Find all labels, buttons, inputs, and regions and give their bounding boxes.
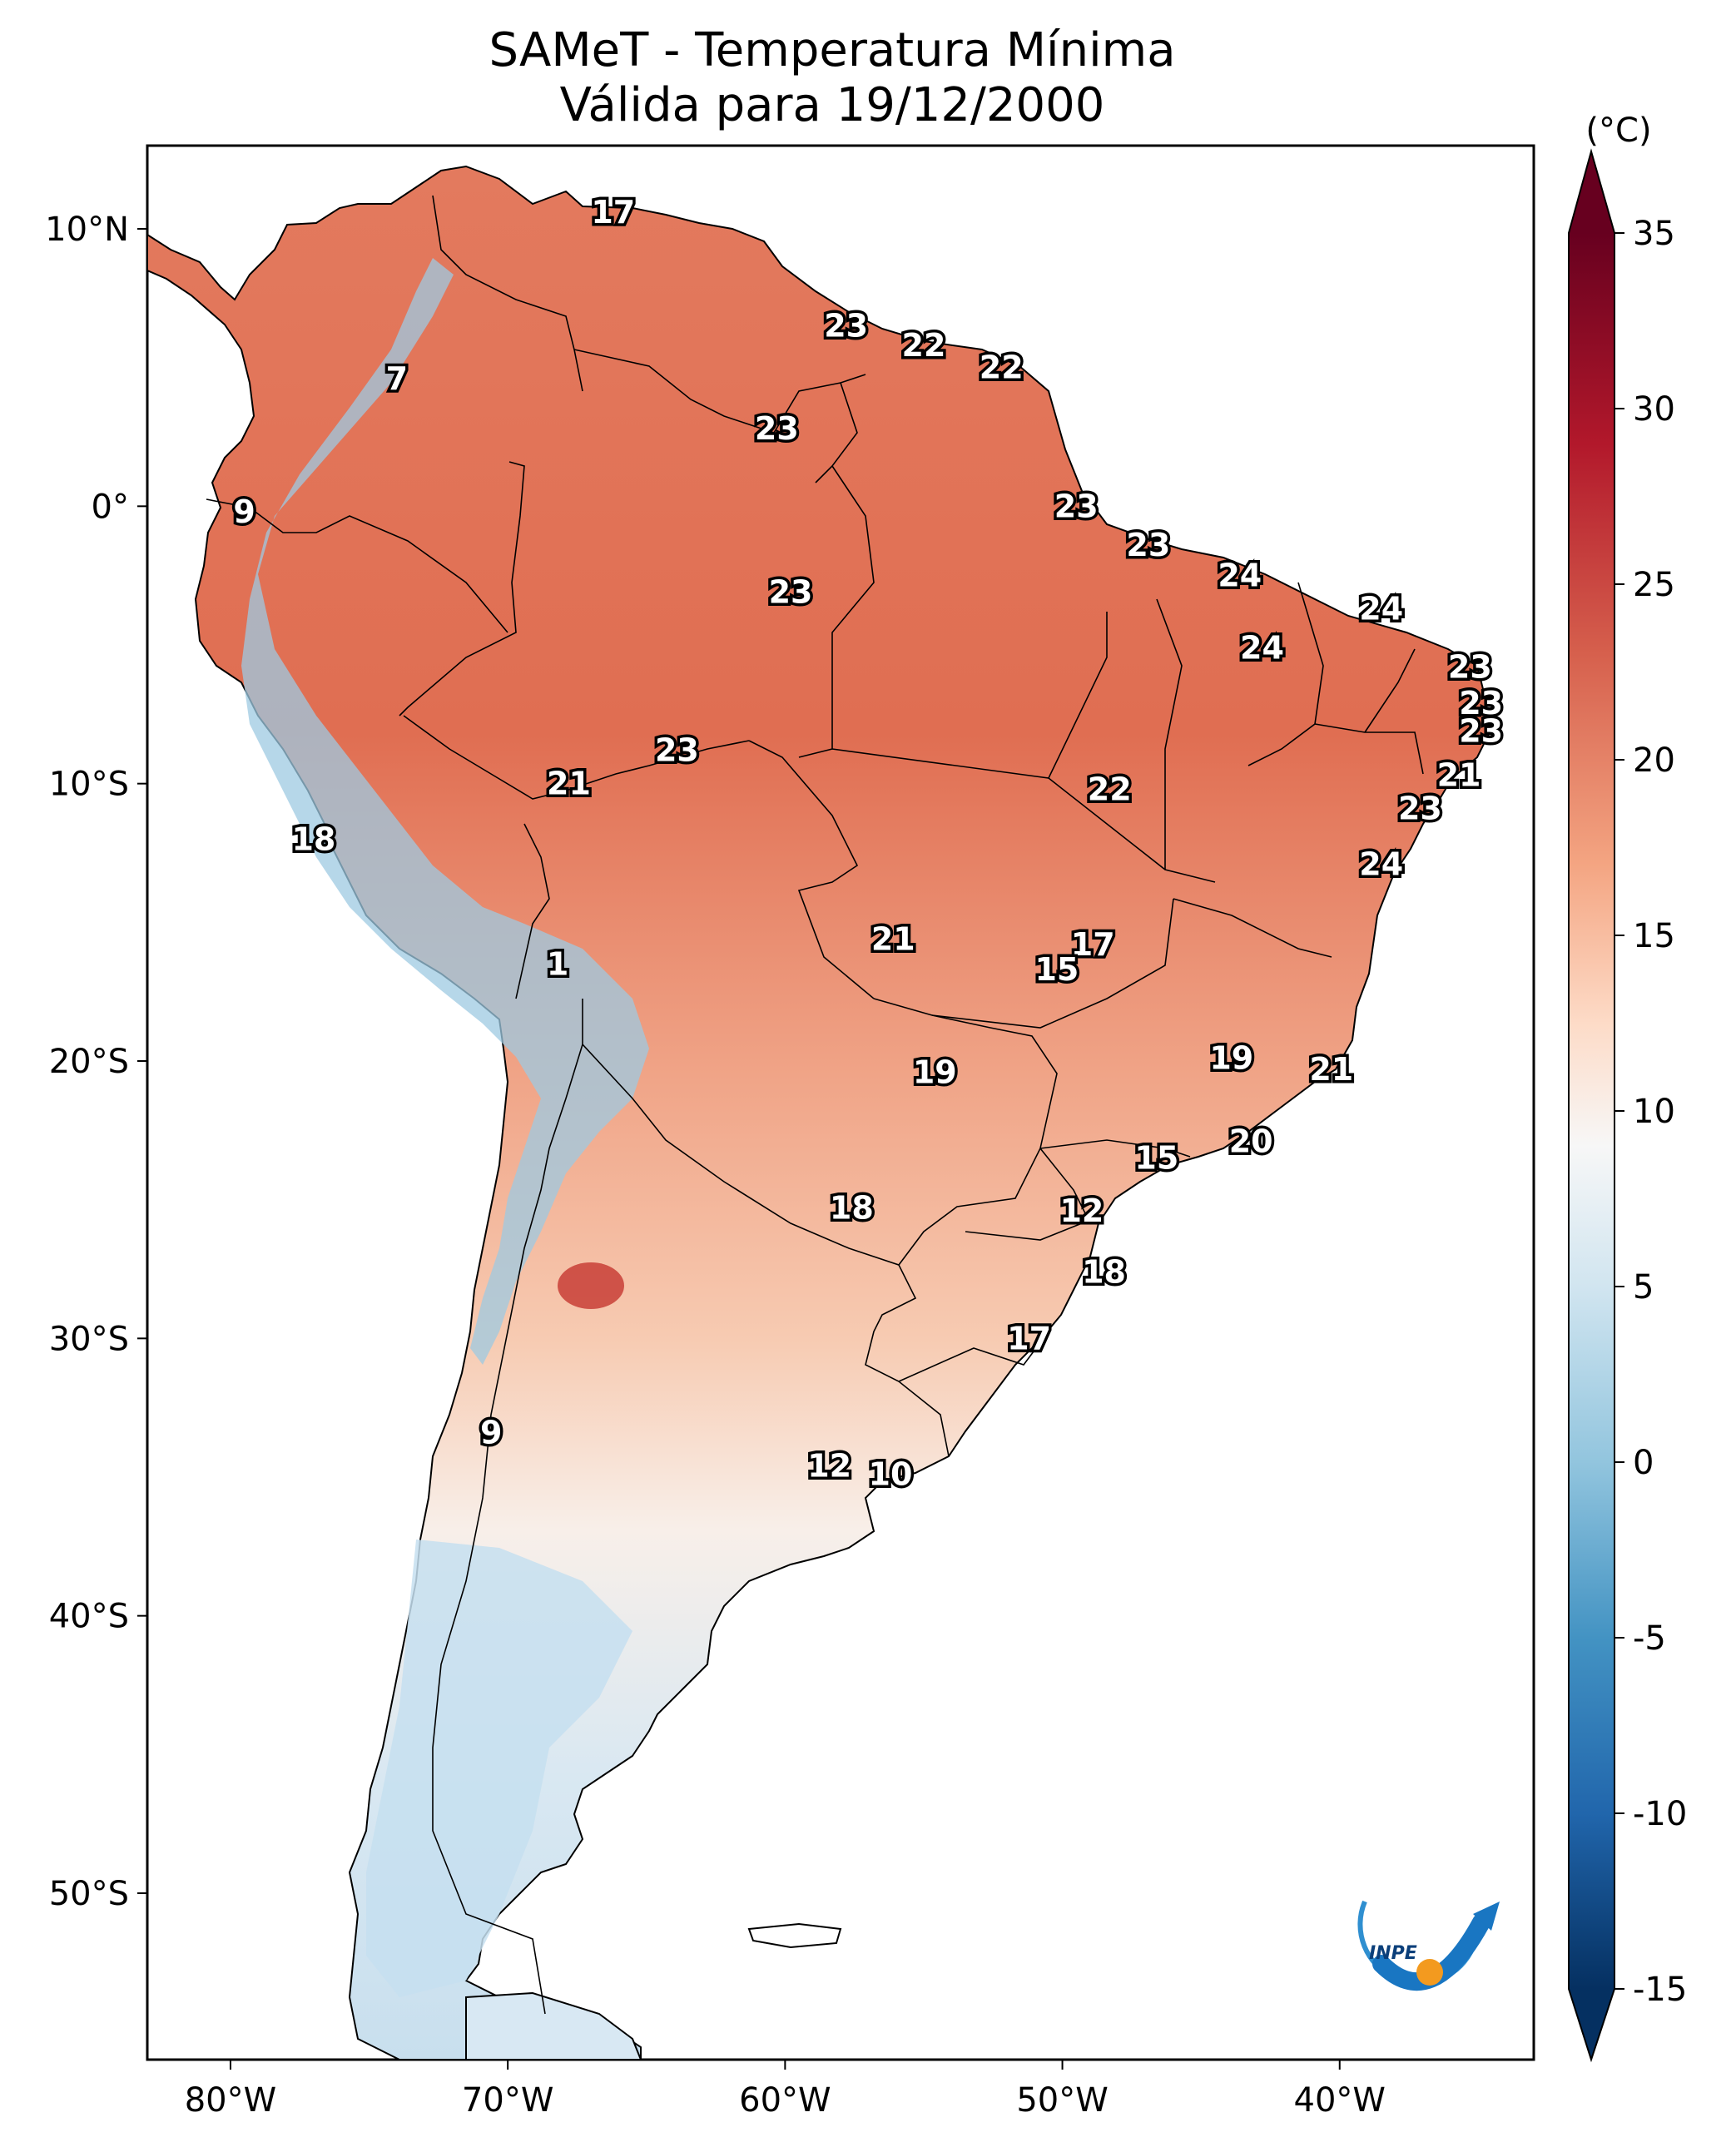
inpe-logo: INPE bbox=[1357, 1900, 1500, 1991]
lat-tick-label: 0° bbox=[92, 488, 129, 526]
temperature-point-label: 23 bbox=[655, 732, 699, 769]
temperature-point-label: 23 bbox=[1398, 791, 1442, 827]
andes-cold-band bbox=[241, 258, 649, 1365]
title-line-1: SAMeT - Temperatura Mínima bbox=[489, 23, 1176, 77]
temperature-point-label: 21 bbox=[547, 766, 591, 802]
temperature-point-label: 17 bbox=[1071, 926, 1115, 963]
temperature-point-label: 24 bbox=[1359, 591, 1403, 627]
colorbar-tick-label: 0 bbox=[1633, 1444, 1654, 1482]
temperature-point-label: 18 bbox=[1082, 1253, 1126, 1290]
temperature-point-label: 24 bbox=[1218, 558, 1262, 594]
colorbar-ramp bbox=[1569, 233, 1614, 1989]
temperature-point-label: 21 bbox=[871, 920, 915, 957]
colorbar-tick-label: 15 bbox=[1633, 917, 1675, 955]
colorbar-tick-label: 25 bbox=[1633, 566, 1675, 604]
lat-tick-label: 50°S bbox=[49, 1875, 129, 1913]
temperature-point-label: 15 bbox=[1134, 1140, 1178, 1177]
colorbar-unit: (°C) bbox=[1585, 112, 1651, 150]
colorbar-ticks: 35 30 25 20 15 10 5 0 -5 -10 -15 bbox=[1614, 215, 1687, 2009]
temperature-point-label: 18 bbox=[830, 1190, 874, 1227]
colorbar-tick-label: -10 bbox=[1633, 1795, 1687, 1833]
title-line-2: Válida para 19/12/2000 bbox=[559, 78, 1105, 132]
temperature-point-label: 23 bbox=[824, 308, 868, 345]
logo-arrow-icon bbox=[1473, 1902, 1500, 1931]
tierra-del-fuego bbox=[465, 1991, 642, 2060]
temperature-point-label: 15 bbox=[1034, 951, 1079, 988]
lat-tick-label: 10°N bbox=[45, 211, 129, 249]
temperature-point-label: 17 bbox=[591, 194, 635, 231]
lat-tick-label: 40°S bbox=[49, 1598, 129, 1636]
colorbar-tick-label: -5 bbox=[1633, 1619, 1666, 1658]
colorbar-tick-label: 35 bbox=[1633, 215, 1675, 253]
latitude-axis: 10°N 0° 10°S 20°S 30°S 40°S 50°S bbox=[45, 211, 147, 1913]
patagonia-cool-region bbox=[366, 1540, 632, 1997]
temperature-point-label: 22 bbox=[980, 350, 1024, 386]
logo-text: INPE bbox=[1369, 1943, 1417, 1964]
lat-tick-label: 10°S bbox=[49, 766, 129, 804]
lon-tick-label: 70°W bbox=[462, 2081, 553, 2120]
temperature-point-label: 24 bbox=[1240, 629, 1284, 666]
warm-spot bbox=[558, 1262, 624, 1309]
temperature-point-label: 1 bbox=[547, 945, 568, 982]
lat-tick-label: 20°S bbox=[49, 1043, 129, 1081]
colorbar-tick-label: -15 bbox=[1633, 1971, 1687, 2009]
temperature-point-label: 9 bbox=[480, 1415, 502, 1451]
temperature-point-label: 19 bbox=[1209, 1040, 1253, 1077]
temperature-point-label: 23 bbox=[1459, 712, 1503, 749]
temperature-point-label: 17 bbox=[1007, 1320, 1051, 1356]
country-borders bbox=[206, 195, 1424, 2015]
temperature-point-label: 22 bbox=[1088, 771, 1132, 807]
colorbar-top-extend bbox=[1569, 151, 1614, 233]
temperature-point-label: 7 bbox=[386, 360, 408, 397]
temperature-point-label: 24 bbox=[1359, 845, 1403, 882]
colorbar-tick-label: 10 bbox=[1633, 1093, 1675, 1131]
lon-tick-label: 60°W bbox=[739, 2081, 831, 2120]
lon-tick-label: 80°W bbox=[185, 2081, 276, 2120]
temperature-point-label: 23 bbox=[1126, 527, 1170, 563]
colorbar: (°C) 35 30 25 20 15 10 5 0 -5 -10 -15 bbox=[1568, 112, 1687, 2063]
map-title: SAMeT - Temperatura Mínima Válida para 1… bbox=[0, 23, 1664, 133]
lon-tick-label: 50°W bbox=[1016, 2081, 1108, 2120]
colorbar-tick-label: 5 bbox=[1633, 1268, 1654, 1307]
logo-sun-icon bbox=[1416, 1959, 1443, 1986]
temperature-point-label: 10 bbox=[869, 1456, 913, 1493]
lat-tick-label: 30°S bbox=[49, 1320, 129, 1358]
colorbar-tick-label: 20 bbox=[1633, 741, 1675, 780]
temperature-point-label: 23 bbox=[755, 410, 799, 447]
colorbar-bottom-extend bbox=[1569, 1989, 1614, 2060]
longitude-axis: 80°W 70°W 60°W 50°W 40°W bbox=[185, 2060, 1386, 2120]
temperature-point-label: 19 bbox=[913, 1054, 957, 1090]
colorbar-tick-label: 30 bbox=[1633, 390, 1675, 429]
lon-tick-label: 40°W bbox=[1294, 2081, 1386, 2120]
temperature-point-label: 23 bbox=[1054, 488, 1099, 524]
temperature-point-label: 18 bbox=[291, 821, 335, 857]
falkland-islands bbox=[747, 1922, 842, 1949]
temperature-point-label: 23 bbox=[769, 574, 813, 611]
temperature-point-label: 20 bbox=[1229, 1123, 1273, 1160]
temperature-point-label: 23 bbox=[1459, 685, 1503, 721]
temperature-point-label: 9 bbox=[233, 493, 255, 530]
temperature-point-label: 22 bbox=[902, 327, 946, 364]
temperature-point-label: 21 bbox=[1309, 1051, 1353, 1088]
temperature-point-label: 21 bbox=[1437, 757, 1481, 794]
temperature-point-label: 12 bbox=[1059, 1193, 1104, 1229]
temperature-point-label: 23 bbox=[1448, 649, 1492, 686]
temperature-point-label: 12 bbox=[807, 1448, 851, 1485]
